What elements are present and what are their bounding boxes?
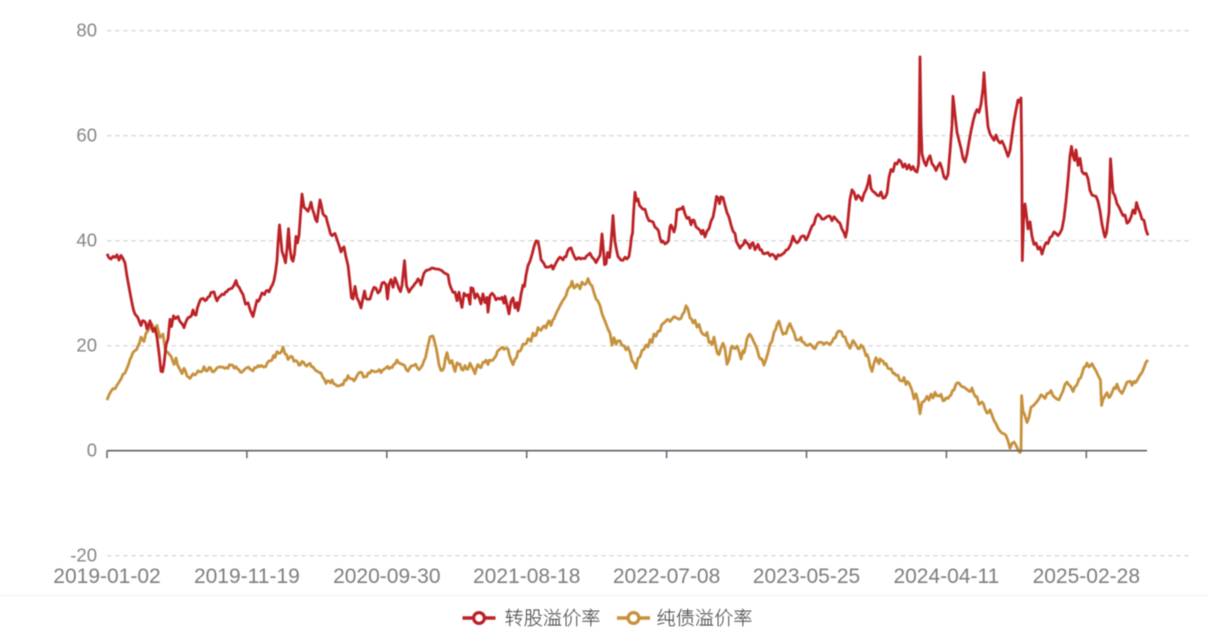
svg-text:2020-09-30: 2020-09-30 <box>333 565 440 588</box>
svg-text:2021-08-18: 2021-08-18 <box>473 565 580 588</box>
svg-text:60: 60 <box>76 125 97 146</box>
svg-text:40: 40 <box>76 230 97 251</box>
svg-text:2025-02-28: 2025-02-28 <box>1033 565 1140 588</box>
svg-text:80: 80 <box>76 20 97 41</box>
svg-text:-20: -20 <box>70 545 97 566</box>
svg-text:0: 0 <box>87 440 97 461</box>
svg-text:20: 20 <box>76 335 97 356</box>
svg-text:2019-01-02: 2019-01-02 <box>53 565 160 588</box>
svg-text:2019-11-19: 2019-11-19 <box>194 565 300 588</box>
svg-text:2023-05-25: 2023-05-25 <box>753 565 860 588</box>
svg-text:2022-07-08: 2022-07-08 <box>613 565 720 588</box>
svg-text:2024-04-11: 2024-04-11 <box>893 565 999 588</box>
